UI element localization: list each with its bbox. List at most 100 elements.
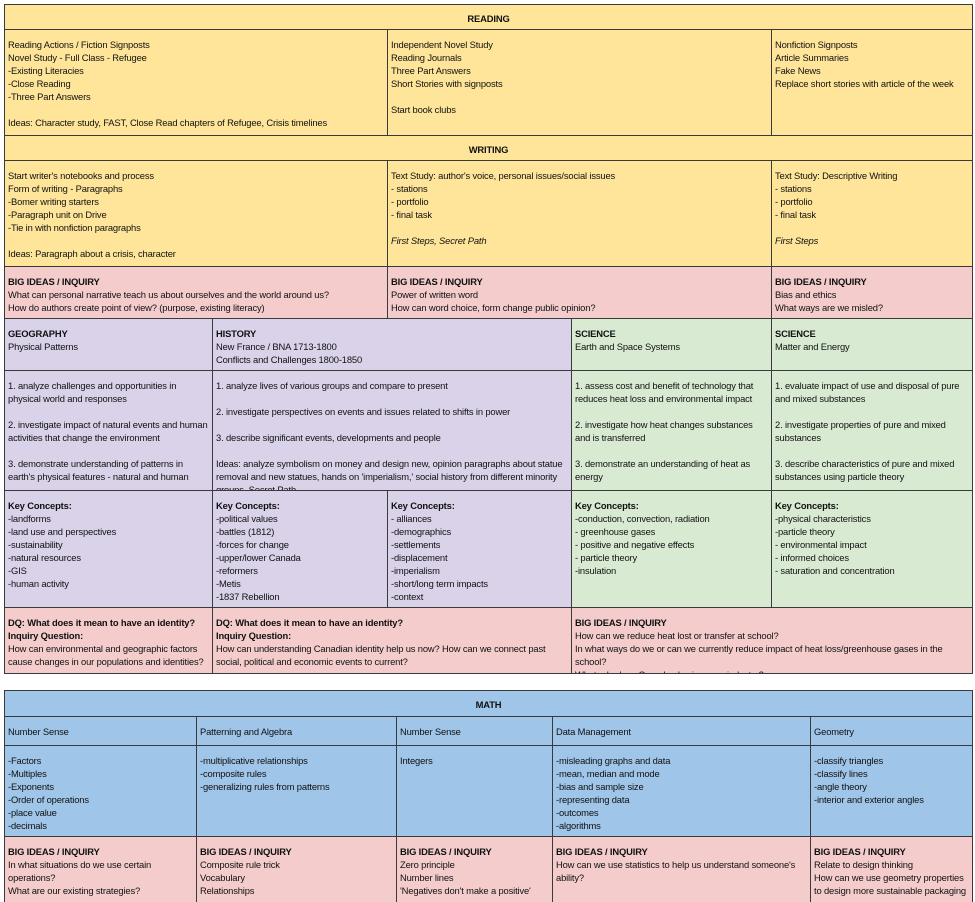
cell-title: Key Concepts:: [216, 500, 280, 511]
cell-title: BIG IDEAS / INQUIRY: [814, 846, 906, 857]
paragraph: 2. investigate properties of pure and mi…: [775, 418, 969, 444]
text-line: - stations: [775, 183, 812, 194]
text-line: Bias and ethics: [775, 289, 837, 300]
text-line: Ideas: Paragraph about a crisis, charact…: [8, 248, 176, 259]
text-line: -land use and perspectives: [8, 526, 117, 537]
paragraph: -misleading graphs and data -mean, median…: [556, 754, 807, 832]
paragraph: 1. analyze lives of various groups and c…: [216, 379, 568, 392]
paragraph: Number Sense: [8, 725, 193, 738]
paragraph: Ideas: analyze symbolism on money and de…: [216, 457, 568, 490]
cell-title: BIG IDEAS / INQUIRY: [575, 617, 667, 628]
paragraph: Matter and Energy: [775, 340, 969, 353]
text-line: - final task: [391, 209, 432, 220]
paragraph: How can understanding Canadian identity …: [216, 642, 568, 668]
table-cell: -classify triangles -classify lines -angle…: [810, 745, 973, 837]
text-line: -classify lines: [814, 768, 868, 779]
text-line: -demographics: [391, 526, 452, 537]
text-line: -natural resources: [8, 552, 81, 563]
table-cell: BIG IDEAS / INQUIRY Power of written word…: [387, 266, 772, 319]
table-cell: BIG IDEAS / INQUIRY Composite rule trick V…: [196, 836, 397, 902]
text-line: Data Management: [556, 726, 631, 737]
text-line: 'Negatives don't make a positive': [400, 885, 531, 896]
text-line: Start book clubs: [391, 104, 456, 115]
text-line: Vocabulary: [200, 872, 245, 883]
cell-title: BIG IDEAS / INQUIRY: [400, 846, 492, 857]
text-line: 2. investigate impact of natural events …: [8, 419, 208, 443]
text-line: New France / BNA 1713-1800: [216, 341, 337, 352]
paragraph: -landforms -land use and perspectives -sus…: [8, 512, 209, 590]
paragraph: Reading Actions / Fiction Signposts Novel…: [8, 38, 384, 103]
text-line: Patterning and Algebra: [200, 726, 293, 737]
paragraph: Earth and Space Systems: [575, 340, 768, 353]
text-line: - positive and negative effects: [575, 539, 695, 550]
text-line: -conduction, convection, radiation: [575, 513, 710, 524]
cell-title: HISTORY: [216, 328, 257, 339]
text-line: -upper/lower Canada: [216, 552, 301, 563]
section-heading: MATH: [4, 690, 973, 717]
text-line: -Tie in with nonfiction paragraphs: [8, 222, 141, 233]
table-cell: Number Sense: [4, 716, 197, 746]
cell-title: Inquiry Question:: [8, 630, 84, 641]
table-cell: BIG IDEAS / INQUIRY In what situations do…: [4, 836, 197, 902]
table-cell: SCIENCE Matter and Energy: [771, 318, 973, 371]
text-line: Number Sense: [8, 726, 69, 737]
text-line: Replace short stories with article of th…: [775, 78, 954, 89]
text-line: -particle theory: [775, 526, 835, 537]
text-line: -Bomer writing starters: [8, 196, 99, 207]
table-cell: -Factors -Multiples -Exponents -Order of op…: [4, 745, 197, 837]
text-line: -short/long term impacts: [391, 578, 488, 589]
text-line: Physical Patterns: [8, 341, 78, 352]
text-line: 3. demonstrate understanding of patterns…: [8, 458, 189, 482]
paragraph: Text Study: Descriptive Writing - station…: [775, 169, 969, 221]
text-line: 2. investigate perspectives on events an…: [216, 406, 511, 417]
paragraph: 3. demonstrate understanding of patterns…: [8, 457, 209, 483]
text-line: 2. investigate properties of pure and mi…: [775, 419, 946, 443]
text-line: - particle theory: [575, 552, 638, 563]
paragraph: Number Sense: [400, 725, 549, 738]
paragraph: How can we reduce heat lost or transfer …: [575, 629, 969, 673]
text-line: - portfolio: [391, 196, 429, 207]
paragraph: Independent Novel Study Reading Journals T…: [391, 38, 768, 90]
paragraph: Composite rule trick Vocabulary Relationsh…: [200, 858, 393, 897]
text-line: -Multiples: [8, 768, 47, 779]
table-cell: 1. evaluate impact of use and disposal o…: [771, 370, 973, 491]
paragraph: Start writer's notebooks and process Form…: [8, 169, 384, 234]
text-line: - portfolio: [775, 196, 813, 207]
table-cell: BIG IDEAS / INQUIRY What can personal nar…: [4, 266, 388, 319]
table-cell: Key Concepts: - alliances -demographics -se…: [387, 490, 572, 608]
table-cell: Nonfiction Signposts Article Summaries Fak…: [771, 29, 973, 136]
text-line: How can environmental and geographic fac…: [8, 643, 204, 667]
text-line: -landforms: [8, 513, 51, 524]
text-line: -angle theory: [814, 781, 867, 792]
text-line: -Paragraph unit on Drive: [8, 209, 107, 220]
text-line: -representing data: [556, 794, 630, 805]
table-cell: BIG IDEAS / INQUIRY Zero principle Number …: [396, 836, 553, 902]
paragraph: 2. investigate perspectives on events an…: [216, 405, 568, 418]
text-line: -misleading graphs and data: [556, 755, 671, 766]
paragraph: Nonfiction Signposts Article Summaries Fak…: [775, 38, 969, 90]
text-line: -GIS: [8, 565, 27, 576]
text-line: Ideas: Character study, FAST, Close Read…: [8, 117, 327, 128]
table-cell: Text Study: author's voice, personal iss…: [387, 160, 772, 267]
cell-title: BIG IDEAS / INQUIRY: [391, 276, 483, 287]
cell-title: SCIENCE: [775, 328, 816, 339]
text-line: Fake News: [775, 65, 821, 76]
text-line: How can understanding Canadian identity …: [216, 643, 546, 667]
paragraph: -physical characteristics -particle theor…: [775, 512, 969, 577]
section-heading: READING: [4, 4, 973, 30]
text-line: -composite rules: [200, 768, 267, 779]
cell-title: BIG IDEAS / INQUIRY: [8, 276, 100, 287]
text-line: -classify triangles: [814, 755, 884, 766]
paragraph: -multiplicative relationships -composite …: [200, 754, 393, 793]
text-line: How do authors create point of view? (pu…: [8, 302, 265, 313]
text-line: -generalizing rules from patterns: [200, 781, 330, 792]
paragraph: Integers: [400, 754, 549, 767]
text-line: -place value: [8, 807, 57, 818]
paragraph: Data Management: [556, 725, 807, 738]
table-cell: BIG IDEAS / INQUIRY Relate to design thin…: [810, 836, 973, 902]
paragraph: Patterning and Algebra: [200, 725, 393, 738]
text-line: -outcomes: [556, 807, 599, 818]
paragraph: -Factors -Multiples -Exponents -Order of op…: [8, 754, 193, 832]
text-line: 1. evaluate impact of use and disposal o…: [775, 380, 960, 404]
